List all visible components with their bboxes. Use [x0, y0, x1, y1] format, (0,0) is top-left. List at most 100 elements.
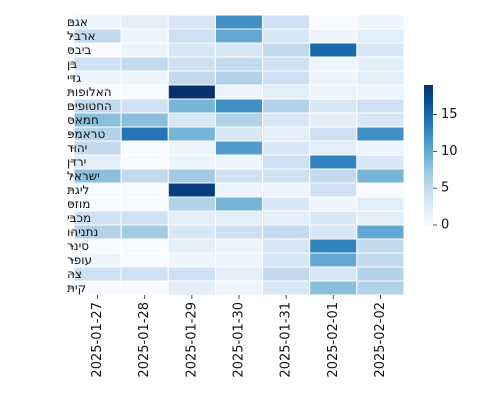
heatmap-cell: [309, 252, 358, 268]
heatmap-cell: [120, 168, 169, 184]
heatmap-cell: [120, 126, 169, 142]
heatmap-cell: [309, 168, 358, 184]
heatmap-cell: [309, 210, 358, 226]
heatmap-cell: [214, 70, 264, 86]
heatmap-cells: [73, 14, 405, 296]
heatmap-cell: [262, 70, 311, 86]
heatmap-cell: [262, 98, 311, 114]
heatmap-cell: [309, 84, 358, 100]
colorbar: 0 5 10 15: [424, 85, 458, 233]
heatmap-cell: [262, 280, 311, 296]
heatmap-cell: [309, 56, 358, 72]
heatmap-cell: [214, 238, 264, 254]
y-tick-label: אגם: [67, 15, 88, 29]
heatmap-cell: [214, 266, 264, 282]
heatmap-cell: [262, 126, 311, 142]
heatmap-cell: [214, 210, 264, 226]
y-tick-label: גדי: [67, 71, 81, 85]
y-tick-label: טראמפ: [67, 127, 105, 141]
heatmap-cell: [356, 196, 405, 212]
heatmap-cell: [356, 56, 405, 72]
heatmap-cell: [262, 154, 311, 170]
heatmap-cell: [120, 252, 169, 268]
heatmap-cell: [309, 280, 358, 296]
heatmap-cell: [309, 14, 358, 30]
y-tick-label: צה: [67, 267, 82, 281]
heatmap-cell: [356, 224, 405, 240]
heatmap-cell: [120, 56, 169, 72]
heatmap-cell: [214, 112, 264, 128]
y-tick-labels: אגםארבלביבסבןגדיהאלופותהחטופיםחמאסטראמפי…: [67, 15, 112, 295]
heatmap-cell: [262, 42, 311, 58]
heatmap-cell: [309, 98, 358, 114]
heatmap-cell: [167, 98, 216, 114]
heatmap-cell: [120, 14, 169, 30]
heatmap-cell: [356, 140, 405, 156]
heatmap-cell: [262, 112, 311, 128]
heatmap-cell: [262, 84, 311, 100]
colorbar-tick-label: 0: [441, 218, 449, 233]
x-tick-labels: 2025-01-27 2025-01-28 2025-01-29 2025-01-30…: [90, 295, 388, 378]
y-tick-label: ביבס: [67, 43, 91, 57]
heatmap-cell: [120, 112, 169, 128]
heatmap-cell: [214, 280, 264, 296]
heatmap-cell: [120, 224, 169, 240]
heatmap-cell: [309, 238, 358, 254]
heatmap-cell: [356, 210, 405, 226]
colorbar-ticks: 0 5 10 15: [433, 107, 458, 233]
heatmap-cell: [167, 56, 216, 72]
heatmap-cell: [214, 182, 264, 198]
heatmap-cell: [214, 140, 264, 156]
heatmap-cell: [120, 266, 169, 282]
y-tick-label: יהוד: [67, 141, 87, 155]
y-tick-label: ירדן: [67, 155, 86, 169]
y-tick-label: סינר: [67, 239, 89, 253]
y-tick-label: החטופים: [67, 99, 112, 113]
heatmap-cell: [356, 168, 405, 184]
x-tick-label: 2025-01-31: [279, 302, 294, 378]
heatmap-cell: [356, 154, 405, 170]
heatmap-cell: [120, 182, 169, 198]
y-tick-label: מוזס: [67, 197, 90, 211]
heatmap-cell: [214, 252, 264, 268]
y-tick-label: ישראל: [67, 169, 100, 183]
heatmap-cell: [167, 238, 216, 254]
y-tick-label: נתניהו: [67, 225, 98, 239]
y-tick-label: חמאס: [67, 113, 99, 127]
heatmap-cell: [262, 252, 311, 268]
heatmap-cell: [73, 56, 122, 72]
heatmap-cell: [356, 28, 405, 44]
heatmap-cell: [262, 210, 311, 226]
heatmap-cell: [214, 224, 264, 240]
x-tick-label: 2025-01-28: [137, 302, 152, 378]
heatmap-cell: [214, 126, 264, 142]
heatmap-cell: [356, 238, 405, 254]
heatmap-cell: [167, 210, 216, 226]
y-tick-label: ארבל: [67, 29, 96, 43]
heatmap-cell: [120, 280, 169, 296]
heatmap-cell: [167, 280, 216, 296]
y-tick-label: האלופות: [67, 85, 112, 99]
heatmap-cell: [167, 112, 216, 128]
heatmap-cell: [167, 252, 216, 268]
heatmap-cell: [120, 238, 169, 254]
heatmap-cell: [120, 140, 169, 156]
heatmap-cell: [356, 266, 405, 282]
heatmap-cell: [356, 182, 405, 198]
colorbar-tick-label: 10: [441, 144, 458, 159]
heatmap-cell: [309, 42, 358, 58]
x-tick-label: 2025-02-02: [373, 302, 388, 378]
heatmap-cell: [262, 238, 311, 254]
heatmap-cell: [167, 42, 216, 58]
heatmap-cell: [167, 70, 216, 86]
y-tick-label: מכבי: [67, 211, 91, 225]
heatmap-cell: [120, 28, 169, 44]
heatmap-cell: [309, 182, 358, 198]
heatmap-cell: [262, 14, 311, 30]
colorbar-tick-label: 5: [441, 181, 449, 196]
heatmap-cell: [309, 266, 358, 282]
heatmap-cell: [262, 168, 311, 184]
heatmap-cell: [214, 168, 264, 184]
heatmap-cell: [120, 70, 169, 86]
heatmap-cell: [167, 84, 216, 100]
